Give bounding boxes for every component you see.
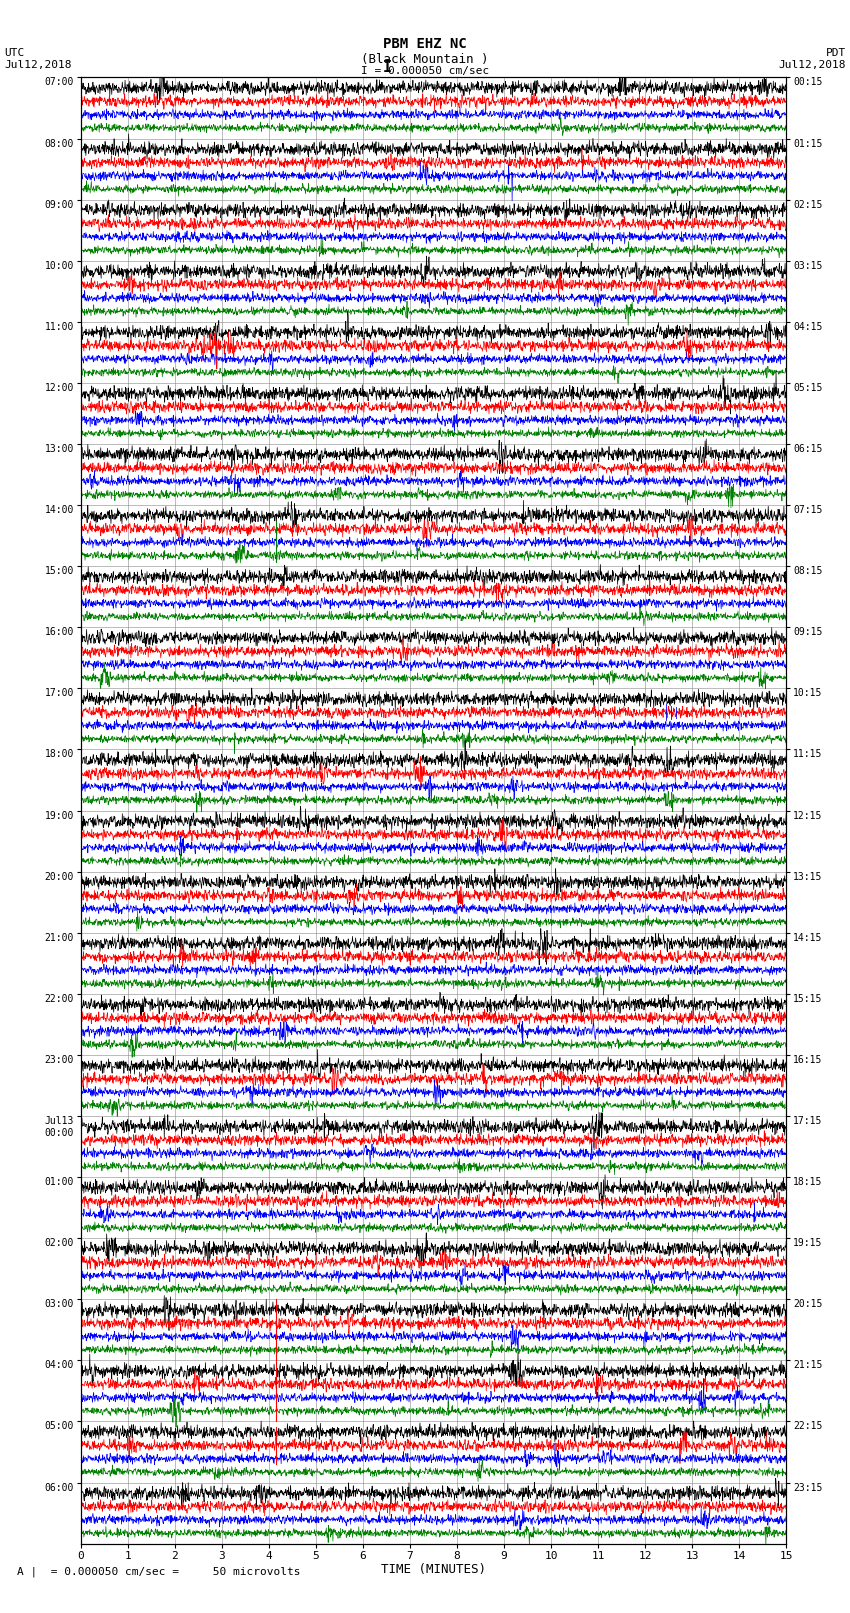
Text: Jul12,2018: Jul12,2018	[4, 60, 71, 71]
Text: (Black Mountain ): (Black Mountain )	[361, 53, 489, 66]
Text: PDT: PDT	[825, 48, 846, 58]
Text: I = 0.000050 cm/sec: I = 0.000050 cm/sec	[361, 66, 489, 76]
Text: UTC: UTC	[4, 48, 25, 58]
X-axis label: TIME (MINUTES): TIME (MINUTES)	[381, 1563, 486, 1576]
Text: PBM EHZ NC: PBM EHZ NC	[383, 37, 467, 50]
Text: I: I	[383, 60, 392, 76]
Text: Jul12,2018: Jul12,2018	[779, 60, 846, 71]
Text: A |  = 0.000050 cm/sec =     50 microvolts: A | = 0.000050 cm/sec = 50 microvolts	[17, 1566, 301, 1578]
